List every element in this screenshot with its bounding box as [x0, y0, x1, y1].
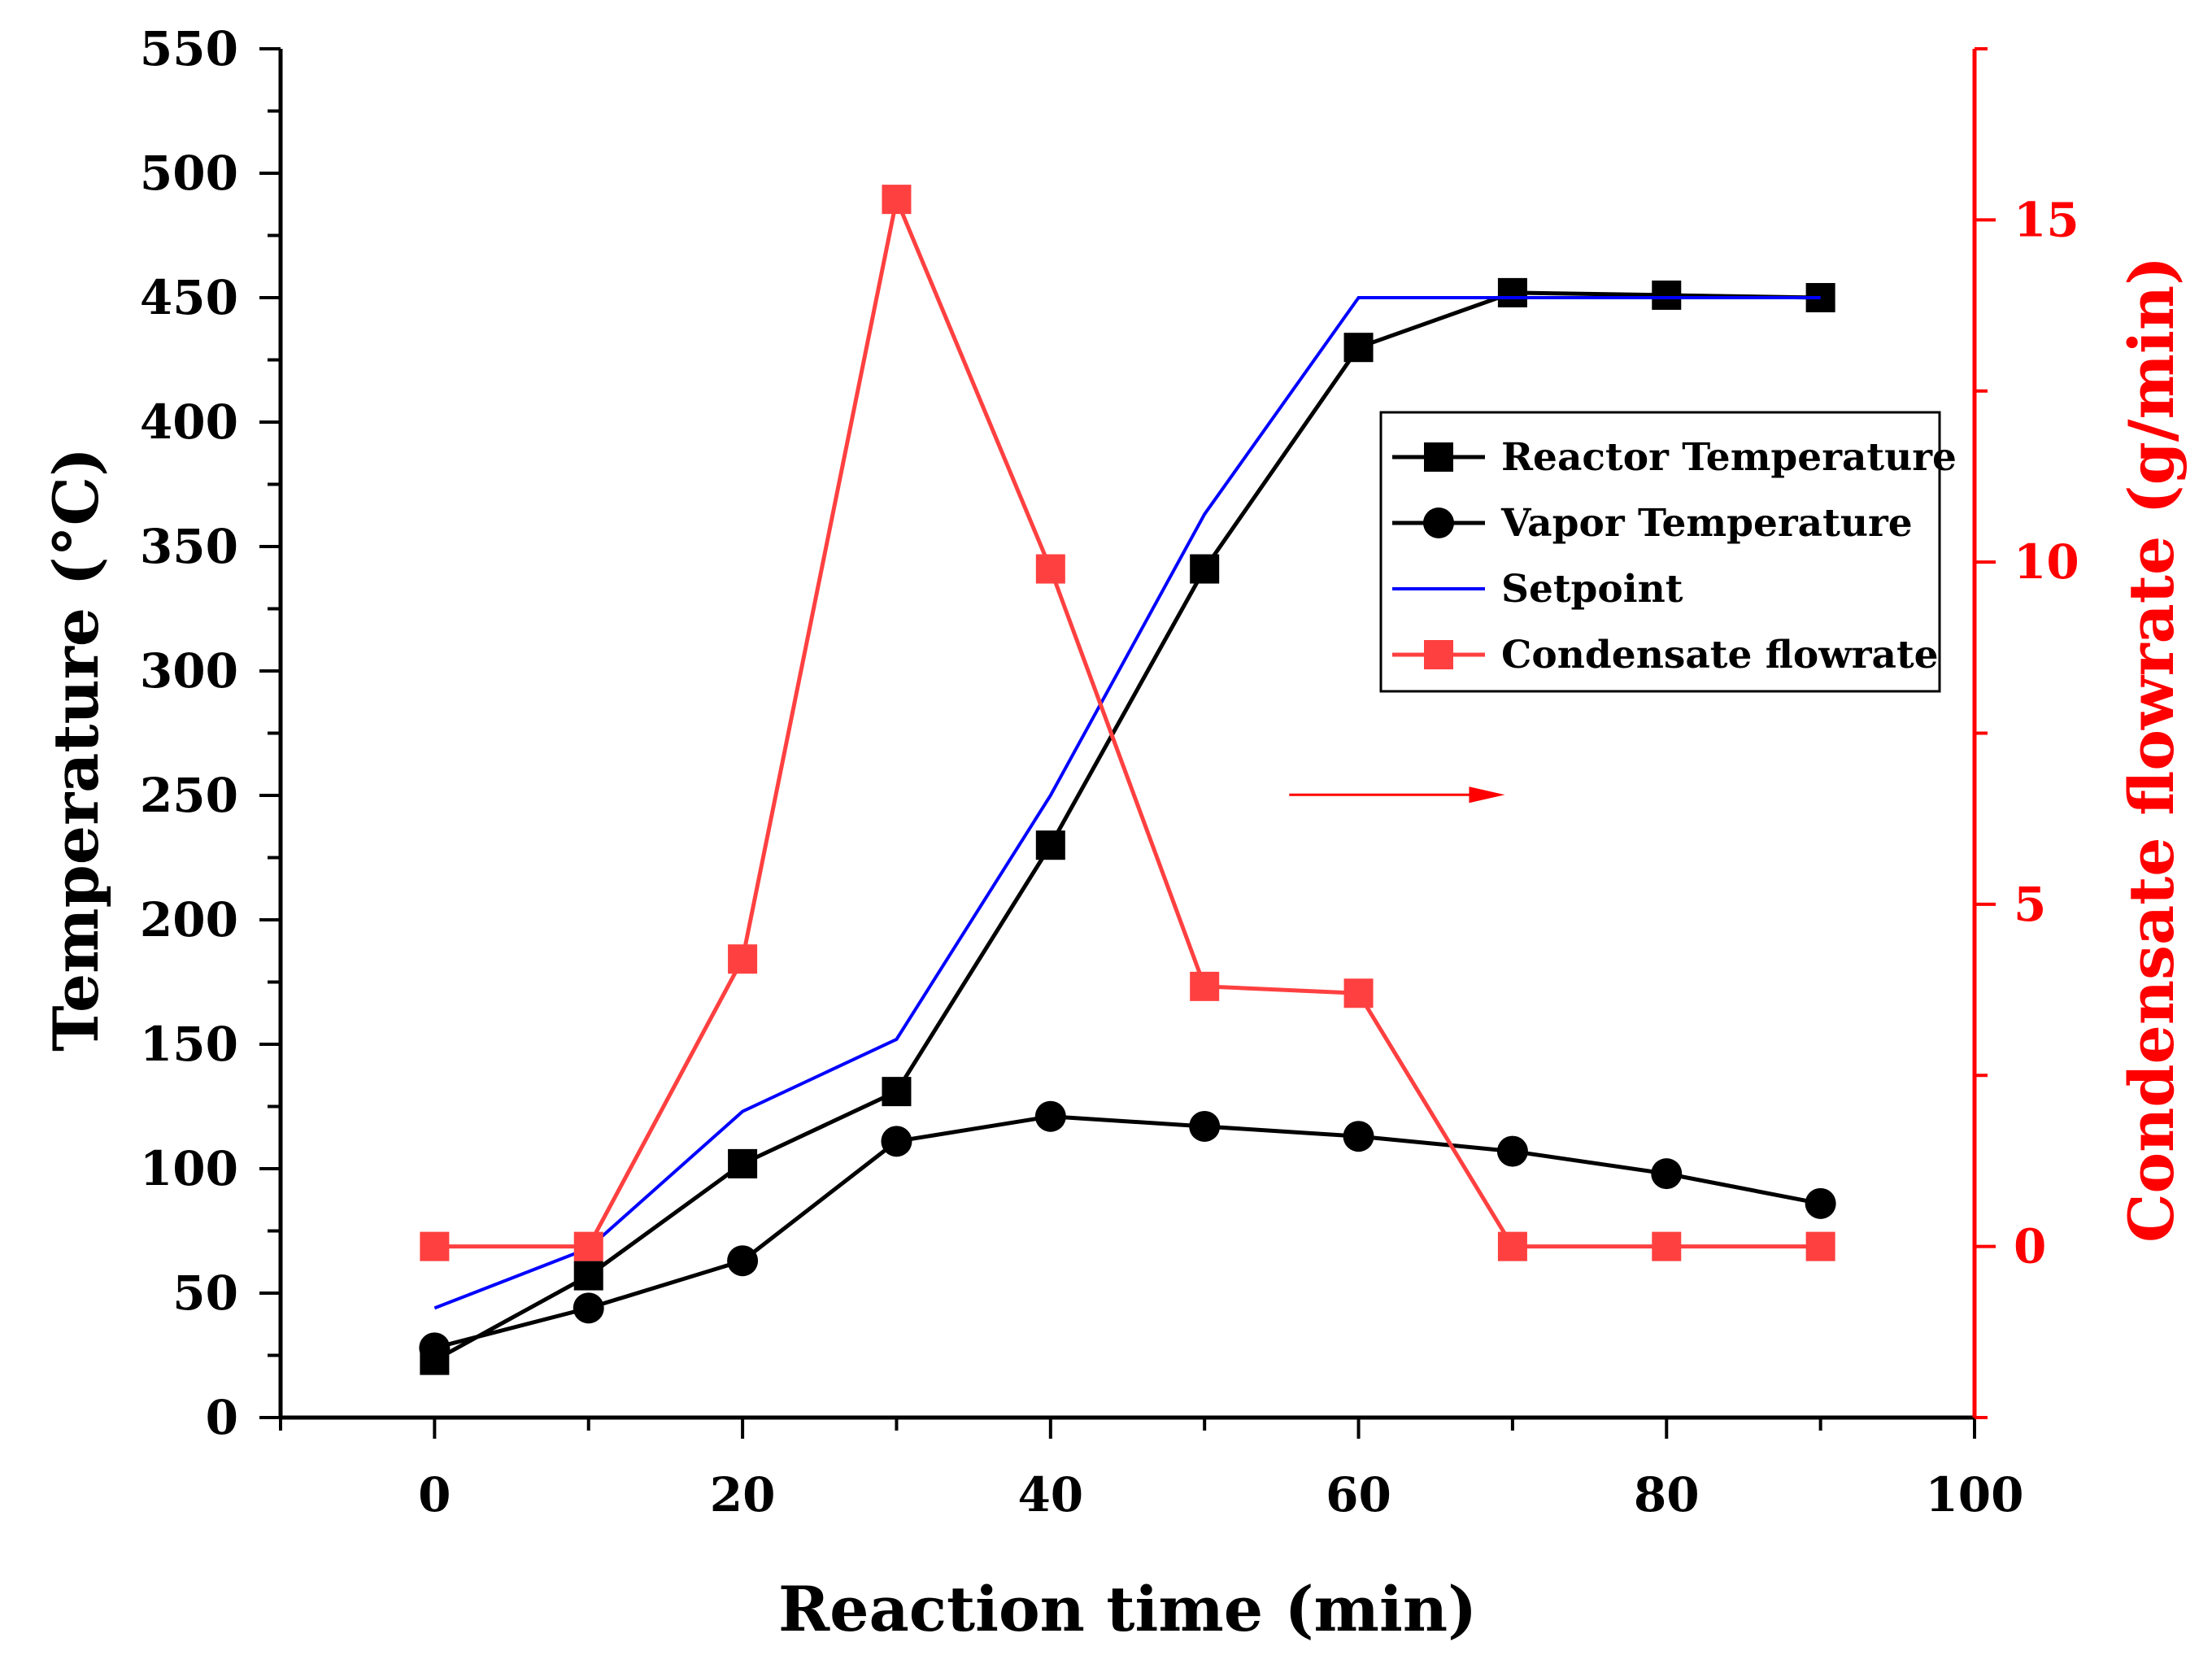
series-point-3: [1805, 1231, 1835, 1261]
x-tick-label: 100: [1925, 1467, 2023, 1522]
series-point-1: [573, 1292, 604, 1324]
y2-tick-label: 10: [2014, 534, 2079, 590]
x-tick-label: 80: [1634, 1467, 1700, 1522]
y-tick-label: 50: [172, 1265, 238, 1321]
series-layer: [419, 185, 1836, 1375]
series-line-0: [433, 290, 1821, 1362]
y2-axis-title: Condensate flowrate (g/min): [2115, 256, 2188, 1243]
y2-tick-label: 0: [2014, 1219, 2046, 1274]
series-point-1: [1189, 1110, 1221, 1142]
series-line-1: [433, 1114, 1822, 1350]
series-point-1: [1034, 1100, 1066, 1132]
axes-layer: 0 20 40 60 80 1000501001502002503003504004505…: [140, 21, 2079, 1522]
y-tick-label: 250: [140, 768, 238, 823]
series-point-0: [1497, 277, 1527, 307]
x-axis-title: Reaction time (min): [778, 1573, 1477, 1645]
y-tick-label: 400: [140, 394, 238, 450]
x-tick-label: 20: [710, 1467, 776, 1522]
series-point-1: [1651, 1158, 1683, 1190]
legend-swatch-marker: [1424, 640, 1453, 669]
series-point-0: [573, 1261, 603, 1291]
legend-swatch-marker: [1424, 442, 1453, 472]
series-line-3: [434, 192, 1821, 1249]
series-point-0: [1343, 333, 1374, 363]
series-point-3: [1652, 1231, 1682, 1261]
y-tick-label: 150: [140, 1017, 238, 1072]
series-point-3: [882, 185, 912, 215]
y-tick-label: 500: [140, 146, 238, 201]
y-tick-label: 200: [140, 892, 238, 947]
x-tick-label: 60: [1326, 1467, 1391, 1522]
y2-tick-label: 5: [2014, 877, 2046, 932]
series-point-3: [1343, 978, 1374, 1008]
series-point-0: [1652, 280, 1682, 310]
series-point-1: [881, 1126, 912, 1157]
series-point-1: [419, 1332, 451, 1364]
y-tick-label: 350: [140, 519, 238, 574]
y-tick-label: 300: [140, 643, 238, 699]
series-point-0: [1035, 830, 1065, 860]
legend-label: Vapor Temperature: [1500, 501, 1913, 546]
legend-label: Setpoint: [1501, 567, 1683, 612]
x-tick-label: 40: [1017, 1467, 1083, 1522]
annotation-arrow-head: [1469, 786, 1505, 804]
series-point-3: [573, 1231, 603, 1261]
annotation-layer: [1289, 786, 1505, 804]
y2-tick-label: 15: [2014, 192, 2079, 247]
y-axis-title: Temperature (°C): [40, 447, 112, 1052]
series-point-1: [1805, 1187, 1836, 1219]
legend: Reactor Temperature Vapor Temperature Setp…: [1379, 411, 1957, 693]
legend-label: Condensate flowrate: [1501, 633, 1939, 677]
series-point-3: [1035, 554, 1065, 584]
y-tick-label: 100: [140, 1141, 238, 1196]
series-point-1: [1343, 1121, 1374, 1152]
legend-label: Reactor Temperature: [1501, 435, 1957, 480]
y-tick-label: 450: [140, 270, 238, 325]
series-point-3: [728, 944, 758, 974]
series-point-3: [1497, 1231, 1527, 1261]
series-point-1: [1496, 1135, 1528, 1167]
y-tick-label: 0: [206, 1390, 238, 1445]
series-point-0: [882, 1077, 912, 1107]
series-point-0: [728, 1148, 758, 1178]
series-point-0: [1190, 554, 1220, 584]
legend-swatch-marker: [1423, 507, 1454, 538]
series-line-2: [433, 296, 1821, 1310]
series-point-3: [1190, 971, 1220, 1001]
x-tick-label: 0: [418, 1467, 451, 1522]
y-tick-label: 550: [140, 21, 238, 76]
series-point-3: [420, 1231, 450, 1261]
series-point-1: [727, 1245, 759, 1277]
